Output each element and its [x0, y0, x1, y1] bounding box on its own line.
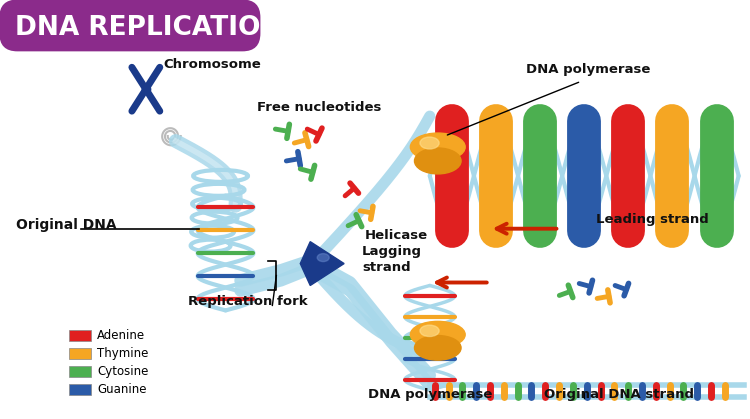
- Ellipse shape: [415, 148, 461, 174]
- Text: Replication fork: Replication fork: [188, 295, 308, 308]
- Text: Free nucleotides: Free nucleotides: [257, 101, 382, 114]
- FancyBboxPatch shape: [69, 384, 91, 395]
- Ellipse shape: [410, 133, 465, 161]
- Text: Chromosome: Chromosome: [164, 58, 262, 71]
- Text: Thymine: Thymine: [97, 347, 148, 360]
- Text: Guanine: Guanine: [97, 383, 146, 396]
- Text: Lagging
strand: Lagging strand: [362, 245, 422, 274]
- Ellipse shape: [410, 321, 465, 348]
- Text: Adenine: Adenine: [97, 329, 146, 342]
- Ellipse shape: [415, 336, 461, 360]
- FancyBboxPatch shape: [69, 366, 91, 377]
- Text: Cytosine: Cytosine: [97, 365, 148, 378]
- Polygon shape: [300, 242, 344, 285]
- FancyBboxPatch shape: [0, 0, 260, 52]
- Text: Helicase: Helicase: [365, 229, 428, 242]
- FancyBboxPatch shape: [69, 348, 91, 359]
- Ellipse shape: [420, 325, 440, 336]
- Text: DNA polymerase: DNA polymerase: [526, 63, 651, 76]
- FancyBboxPatch shape: [69, 330, 91, 341]
- Text: Original DNA: Original DNA: [16, 218, 117, 232]
- Text: Original DNA strand: Original DNA strand: [544, 388, 694, 401]
- Text: DNA REPLICATION: DNA REPLICATION: [15, 16, 283, 41]
- Text: DNA polymerase: DNA polymerase: [368, 388, 493, 401]
- Text: Leading strand: Leading strand: [596, 213, 709, 226]
- Ellipse shape: [420, 137, 440, 149]
- Ellipse shape: [317, 253, 329, 261]
